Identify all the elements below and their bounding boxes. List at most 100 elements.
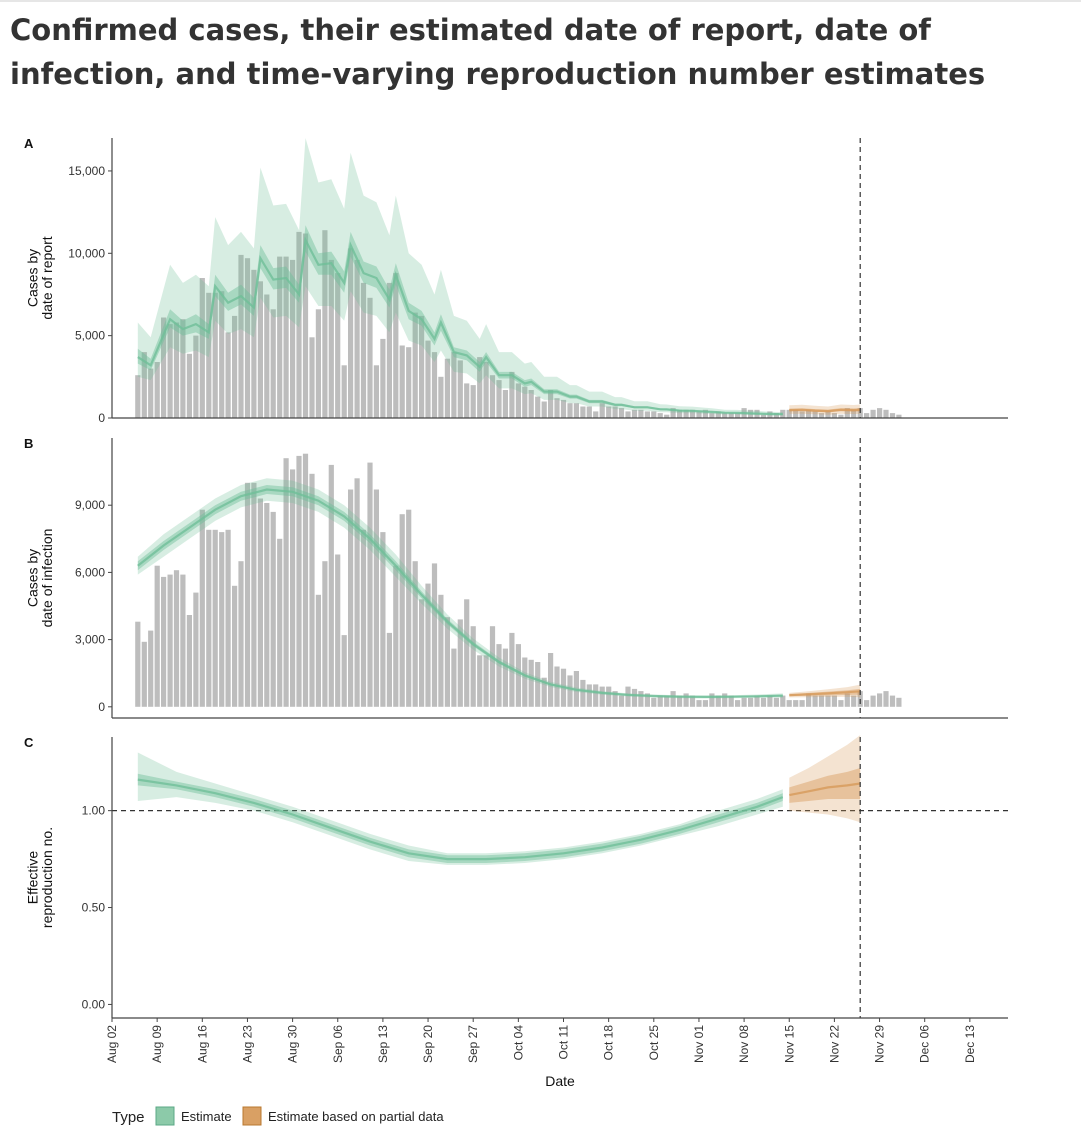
bar bbox=[496, 380, 502, 418]
bar bbox=[896, 697, 902, 707]
bar bbox=[193, 592, 199, 707]
bar bbox=[599, 403, 605, 418]
bar bbox=[341, 635, 347, 707]
bar bbox=[186, 615, 192, 707]
bar bbox=[419, 599, 425, 707]
bar bbox=[464, 383, 470, 418]
x-tick-label: Aug 16 bbox=[195, 1025, 209, 1063]
bar bbox=[851, 409, 857, 418]
bar bbox=[844, 693, 850, 707]
bar bbox=[360, 282, 367, 418]
bar bbox=[173, 570, 180, 707]
bar bbox=[270, 511, 276, 707]
bar bbox=[451, 352, 457, 418]
x-tick-label: Sep 06 bbox=[331, 1025, 345, 1063]
bar bbox=[225, 332, 231, 418]
bar bbox=[489, 626, 496, 707]
bar bbox=[864, 700, 870, 707]
bar bbox=[709, 693, 715, 707]
y-axis-title: Cases bydate of infection bbox=[24, 529, 55, 628]
bar bbox=[773, 697, 779, 707]
bar bbox=[677, 695, 683, 707]
bar bbox=[457, 360, 463, 418]
bar bbox=[232, 585, 238, 707]
bar bbox=[599, 686, 605, 707]
bar bbox=[154, 362, 160, 418]
bar bbox=[354, 259, 360, 418]
bar bbox=[367, 462, 373, 707]
bar bbox=[257, 281, 263, 418]
x-tick-label: Dec 13 bbox=[963, 1025, 977, 1063]
bar bbox=[689, 695, 696, 707]
bar bbox=[722, 413, 728, 418]
bar bbox=[483, 655, 489, 707]
bar bbox=[328, 259, 334, 418]
bar bbox=[735, 413, 741, 418]
bar bbox=[464, 599, 470, 707]
bar bbox=[651, 697, 657, 707]
bar bbox=[877, 693, 883, 707]
bar bbox=[548, 390, 554, 418]
bar bbox=[161, 317, 167, 418]
y-axis-title-line: Cases by bbox=[24, 249, 40, 307]
bar bbox=[548, 653, 554, 707]
bar bbox=[528, 390, 534, 418]
bar bbox=[870, 695, 876, 707]
legend-title: Type bbox=[112, 1109, 145, 1126]
bar bbox=[831, 413, 837, 418]
bar bbox=[612, 406, 618, 418]
bar bbox=[186, 353, 192, 418]
y-tick-label: 3,000 bbox=[75, 633, 105, 647]
bar bbox=[412, 561, 418, 707]
y-tick-label: 1.00 bbox=[82, 804, 106, 818]
bar bbox=[877, 408, 883, 418]
bar bbox=[399, 514, 405, 707]
bar bbox=[689, 409, 696, 418]
bar bbox=[348, 248, 354, 418]
bar bbox=[657, 413, 663, 418]
bar bbox=[864, 413, 870, 418]
estimate-median-line bbox=[137, 236, 783, 416]
y-tick-label: 0 bbox=[98, 411, 105, 425]
y-axis-title-line: date of report bbox=[39, 236, 55, 319]
bar bbox=[341, 365, 347, 418]
bar bbox=[715, 411, 721, 418]
bar bbox=[141, 352, 147, 418]
bar bbox=[825, 695, 831, 707]
bar bbox=[199, 278, 205, 418]
bar bbox=[541, 677, 547, 707]
bar bbox=[173, 322, 180, 418]
x-tick-label: Oct 18 bbox=[602, 1025, 616, 1061]
x-tick-label: Nov 29 bbox=[873, 1025, 887, 1063]
bar bbox=[683, 693, 689, 707]
panel-label-a: A bbox=[24, 136, 34, 151]
bar bbox=[431, 563, 438, 707]
bar bbox=[625, 686, 631, 707]
bar bbox=[560, 399, 567, 418]
bar bbox=[896, 414, 902, 418]
top-border bbox=[0, 0, 1081, 2]
bar bbox=[212, 529, 218, 707]
y-axis-title-line: reproduction no. bbox=[39, 827, 55, 928]
legend-label: Estimate based on partial data bbox=[268, 1109, 444, 1124]
bar bbox=[586, 684, 592, 707]
bar bbox=[290, 469, 296, 707]
bar bbox=[399, 345, 405, 418]
legend-label: Estimate bbox=[181, 1109, 232, 1124]
bar bbox=[444, 358, 450, 418]
x-tick-label: Sep 27 bbox=[466, 1025, 480, 1063]
bar bbox=[644, 411, 650, 418]
bar bbox=[315, 309, 321, 418]
estimate-outer-band bbox=[137, 752, 783, 865]
bar bbox=[612, 691, 618, 707]
estimate-median-line bbox=[137, 778, 784, 861]
bar bbox=[257, 498, 263, 707]
bar bbox=[270, 309, 276, 418]
bar bbox=[593, 411, 599, 418]
bar bbox=[657, 695, 663, 707]
bar bbox=[135, 621, 141, 707]
partial-estimate-inner-band bbox=[789, 768, 861, 803]
bar bbox=[360, 529, 367, 707]
bar bbox=[760, 414, 767, 418]
partial-estimate-median-line bbox=[789, 408, 861, 413]
